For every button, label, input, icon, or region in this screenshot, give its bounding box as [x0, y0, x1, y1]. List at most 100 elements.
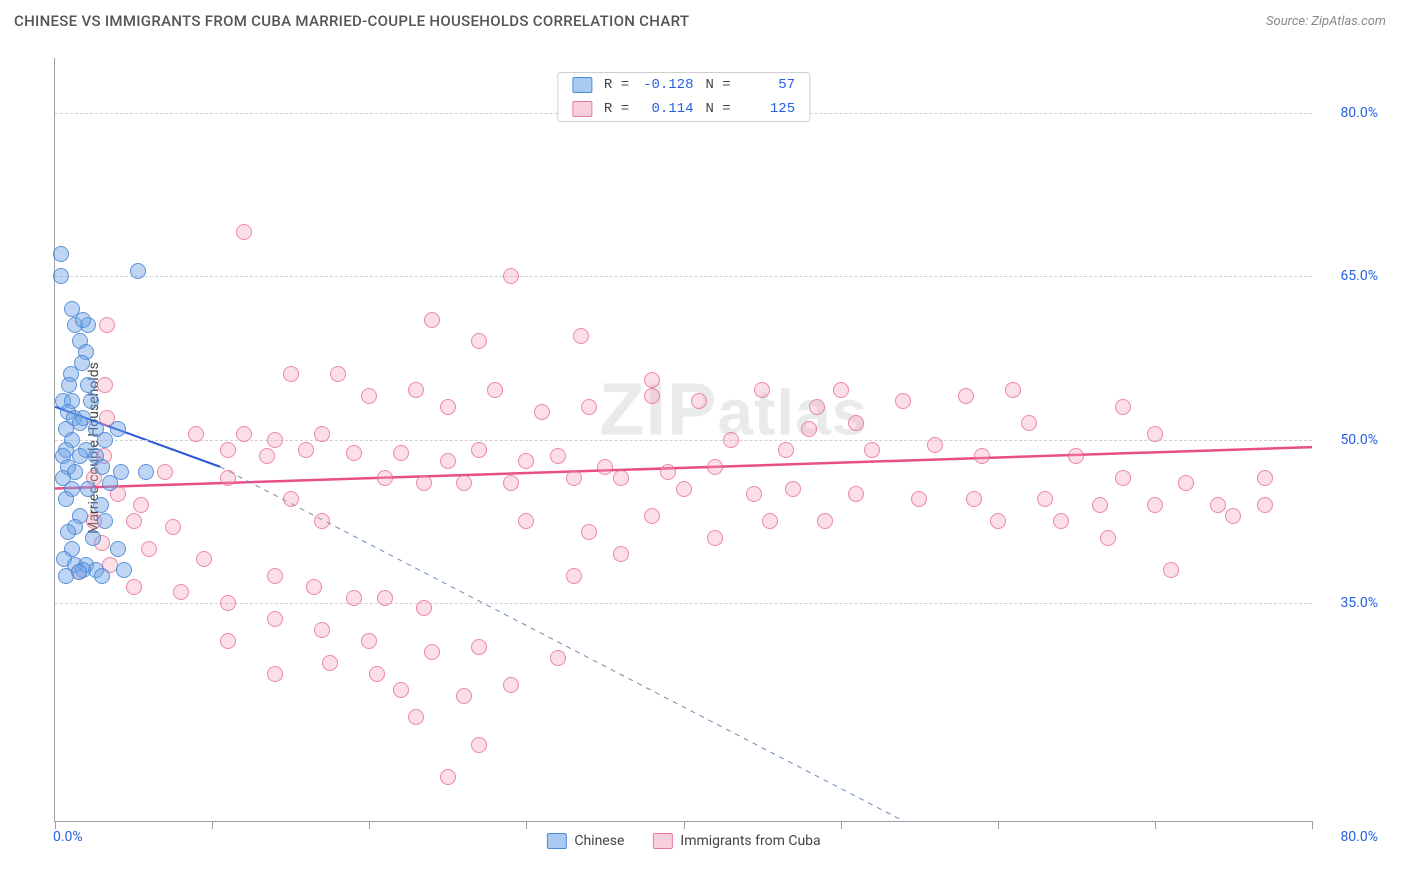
data-point — [503, 475, 519, 491]
legend-item: Chinese — [546, 833, 624, 849]
data-point — [1147, 497, 1163, 513]
data-point — [72, 448, 88, 464]
data-point — [503, 268, 519, 284]
data-point — [1021, 415, 1037, 431]
data-point — [1037, 491, 1053, 507]
data-point — [53, 268, 69, 284]
data-point — [707, 459, 723, 475]
data-point — [471, 639, 487, 655]
data-point — [644, 508, 660, 524]
data-point — [126, 579, 142, 595]
data-point — [283, 491, 299, 507]
data-point — [1053, 513, 1069, 529]
data-point — [133, 497, 149, 513]
data-point — [848, 486, 864, 502]
data-point — [1147, 426, 1163, 442]
gridline — [55, 276, 1312, 277]
data-point — [848, 415, 864, 431]
data-point — [534, 404, 550, 420]
data-point — [267, 432, 283, 448]
data-point — [188, 426, 204, 442]
data-point — [116, 562, 132, 578]
data-point — [110, 541, 126, 557]
data-point — [676, 481, 692, 497]
swatch-blue — [572, 77, 592, 93]
data-point — [471, 442, 487, 458]
data-point — [566, 568, 582, 584]
data-point — [778, 442, 794, 458]
data-point — [173, 584, 189, 600]
data-point — [503, 677, 519, 693]
data-point — [306, 579, 322, 595]
data-point — [573, 328, 589, 344]
data-point — [93, 497, 109, 513]
data-point — [393, 445, 409, 461]
data-point — [471, 333, 487, 349]
x-tick — [998, 821, 999, 829]
data-point — [130, 263, 146, 279]
data-point — [369, 666, 385, 682]
data-point — [58, 568, 74, 584]
data-point — [393, 682, 409, 698]
data-point — [424, 644, 440, 660]
data-point — [259, 448, 275, 464]
data-point — [330, 366, 346, 382]
data-point — [416, 475, 432, 491]
data-point — [196, 551, 212, 567]
data-point — [346, 445, 362, 461]
data-point — [220, 633, 236, 649]
legend-item: Immigrants from Cuba — [652, 833, 820, 849]
data-point — [895, 393, 911, 409]
data-point — [408, 709, 424, 725]
data-point — [644, 388, 660, 404]
y-tick-label: 65.0% — [1340, 268, 1378, 284]
data-point — [1100, 530, 1116, 546]
n-value: 125 — [739, 101, 795, 117]
data-point — [1225, 508, 1241, 524]
data-point — [283, 366, 299, 382]
data-point — [72, 415, 88, 431]
correlation-legend: R = -0.128 N = 57 R = 0.114 N = 125 — [557, 72, 810, 122]
data-point — [220, 442, 236, 458]
data-point — [298, 442, 314, 458]
data-point — [597, 459, 613, 475]
data-point — [471, 737, 487, 753]
data-point — [927, 437, 943, 453]
y-tick-label: 35.0% — [1340, 595, 1378, 611]
x-max-label: 80.0% — [1340, 829, 1378, 845]
y-tick-label: 50.0% — [1340, 432, 1378, 448]
n-label: N = — [706, 101, 740, 117]
data-point — [408, 382, 424, 398]
data-point — [809, 399, 825, 415]
gridline — [55, 603, 1312, 604]
data-point — [581, 399, 597, 415]
x-tick — [369, 821, 370, 829]
x-tick — [526, 821, 527, 829]
data-point — [346, 590, 362, 606]
data-point — [141, 541, 157, 557]
data-point — [1115, 470, 1131, 486]
data-point — [416, 600, 432, 616]
data-point — [424, 312, 440, 328]
data-point — [864, 442, 880, 458]
r-label: R = — [604, 77, 638, 93]
data-point — [660, 464, 676, 480]
chart-title: CHINESE VS IMMIGRANTS FROM CUBA MARRIED-… — [14, 12, 689, 30]
data-point — [94, 459, 110, 475]
data-point — [97, 513, 113, 529]
data-point — [102, 475, 118, 491]
x-tick — [212, 821, 213, 829]
n-label: N = — [706, 77, 740, 93]
x-tick — [841, 821, 842, 829]
data-point — [723, 432, 739, 448]
data-point — [236, 224, 252, 240]
data-point — [220, 595, 236, 611]
data-point — [110, 421, 126, 437]
legend-row: R = -0.128 N = 57 — [558, 73, 809, 97]
data-point — [440, 399, 456, 415]
series-legend: Chinese Immigrants from Cuba — [546, 833, 820, 849]
x-tick — [1312, 821, 1313, 829]
data-point — [99, 317, 115, 333]
data-point — [314, 513, 330, 529]
data-point — [990, 513, 1006, 529]
